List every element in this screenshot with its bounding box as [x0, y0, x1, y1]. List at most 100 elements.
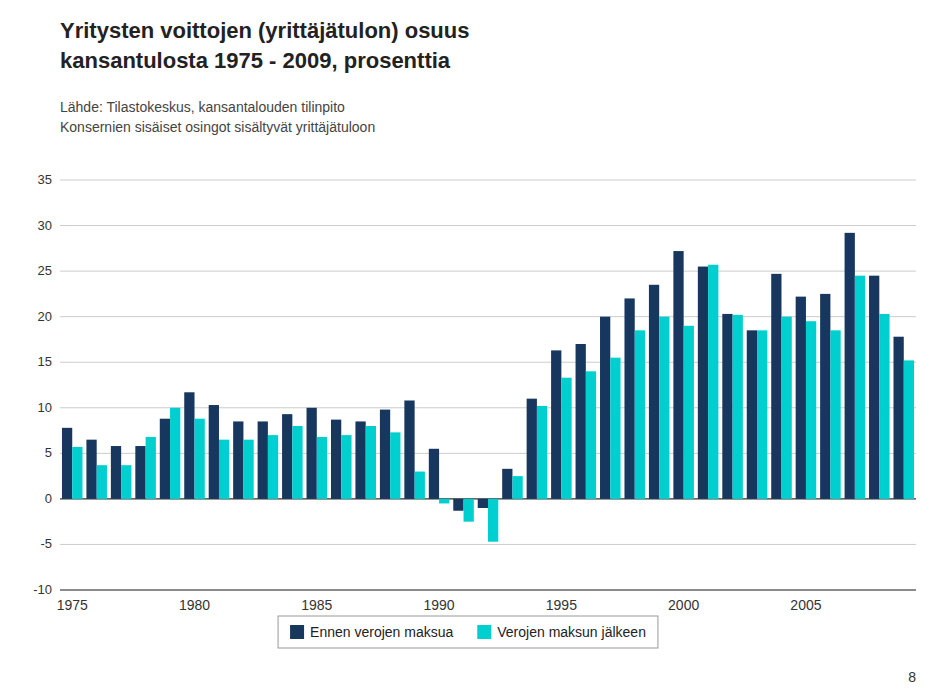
bar [561, 378, 571, 499]
bar [331, 420, 341, 499]
bar [243, 440, 253, 499]
bar [341, 435, 351, 499]
bar [502, 469, 512, 499]
bar [268, 435, 278, 499]
bar [771, 274, 781, 499]
grid-line [60, 271, 916, 272]
bar [160, 419, 170, 499]
bar [781, 317, 791, 499]
title: Yritysten voittojen (yrittäjätulon) osuu… [60, 18, 469, 43]
x-tick-label: 1995 [546, 597, 577, 613]
bar [488, 499, 498, 542]
bar [879, 314, 889, 499]
bar [86, 440, 96, 499]
bar [649, 285, 659, 499]
bar [698, 267, 708, 499]
bars [62, 233, 914, 542]
page-number: 8 [908, 669, 916, 685]
y-tick-label: -10 [33, 582, 52, 597]
bar [576, 344, 586, 499]
bar [170, 408, 180, 499]
subtitle: Lähde: Tilastokeskus, kansantalouden til… [60, 99, 345, 115]
bar [708, 265, 718, 499]
bar [453, 499, 463, 511]
bar [209, 405, 219, 499]
bar [624, 298, 634, 498]
x-axis-line [60, 590, 916, 591]
legend-label: Ennen verojen maksua [310, 624, 453, 640]
bar [635, 330, 645, 499]
bar [258, 421, 268, 498]
bar [722, 314, 732, 499]
bar [415, 472, 425, 499]
x-tick-label: 2005 [790, 597, 821, 613]
subtitle: Konsernien sisäiset osingot sisältyvät y… [60, 119, 375, 135]
bar [366, 426, 376, 499]
bar [512, 476, 522, 499]
y-tick-label: 0 [45, 491, 52, 506]
bar [796, 297, 806, 499]
bar [146, 437, 156, 499]
bar [586, 371, 596, 499]
bar [282, 414, 292, 499]
bar [830, 330, 840, 499]
legend: Ennen verojen maksua Verojen maksun jälke… [278, 616, 658, 648]
bar [62, 428, 72, 499]
bar [673, 251, 683, 499]
y-tick-label: 35 [38, 172, 52, 187]
y-tick-label: 30 [38, 218, 52, 233]
series [62, 233, 904, 511]
bar [464, 499, 474, 522]
bar [551, 350, 561, 499]
bar [97, 465, 107, 499]
y-tick-label: 15 [38, 354, 52, 369]
y-tick-label: 5 [45, 445, 52, 460]
bar [893, 337, 903, 499]
bar [747, 330, 757, 499]
bar [404, 400, 414, 498]
x-tick-label: 1980 [179, 597, 210, 613]
y-tick-label: -5 [40, 536, 52, 551]
bar [380, 410, 390, 499]
x-tick-label: 2000 [668, 597, 699, 613]
legend-swatch [477, 625, 491, 639]
legend-box [278, 616, 658, 648]
bar [429, 449, 439, 499]
background [0, 0, 936, 696]
bar [600, 317, 610, 499]
y-tick-label: 10 [38, 400, 52, 415]
bar [292, 426, 302, 499]
series [72, 265, 914, 542]
bar [195, 419, 205, 499]
bar [478, 499, 488, 508]
x-tick-label: 1975 [57, 597, 88, 613]
bar [659, 317, 669, 499]
bar [307, 408, 317, 499]
bar [184, 392, 194, 499]
bar [757, 330, 767, 499]
grid-line [60, 590, 916, 591]
bar [845, 233, 855, 499]
y-tick-label: 20 [38, 309, 52, 324]
chart: Yritysten voittojen (yrittäjätulon) osuu… [0, 0, 936, 696]
bar [72, 447, 82, 499]
bar [820, 294, 830, 499]
grid-line [60, 225, 916, 226]
bar [219, 440, 229, 499]
x-tick-label: 1985 [301, 597, 332, 613]
bar [527, 399, 537, 499]
bar [439, 499, 449, 504]
y-tick-label: 25 [38, 263, 52, 278]
bar [233, 421, 243, 498]
title: kansantulosta 1975 - 2009, prosenttia [60, 48, 451, 73]
bar [121, 465, 131, 499]
bar [537, 406, 547, 499]
bar [111, 446, 121, 499]
bar [806, 321, 816, 499]
bar [610, 358, 620, 499]
grid [60, 180, 916, 590]
bar [684, 326, 694, 499]
grid-line [60, 544, 916, 545]
bar [904, 360, 914, 498]
legend-label: Verojen maksun jälkeen [497, 624, 646, 640]
